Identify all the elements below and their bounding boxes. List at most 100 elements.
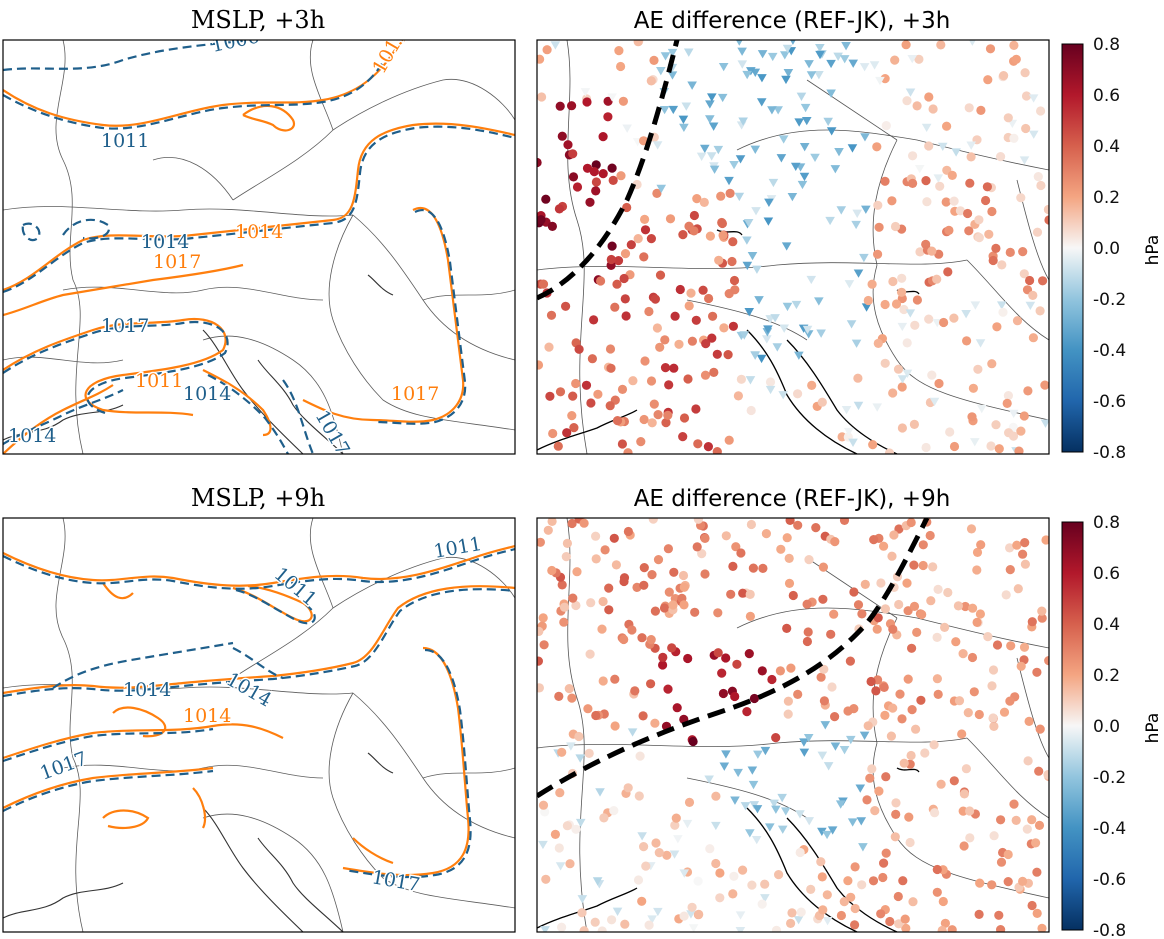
station-marker (888, 624, 898, 634)
station-marker (976, 105, 986, 115)
station-marker (686, 288, 696, 298)
station-marker (623, 783, 633, 793)
station-marker (644, 306, 654, 317)
station-marker (788, 590, 798, 601)
station-marker (640, 356, 650, 366)
station-marker (637, 633, 647, 643)
station-marker (881, 121, 891, 131)
station-marker (768, 178, 779, 188)
station-marker (606, 363, 616, 373)
colorbar-tick-label: 0.2 (1093, 188, 1120, 208)
station-marker (537, 157, 542, 168)
station-marker (783, 696, 793, 706)
station-marker (794, 351, 804, 360)
station-marker (895, 689, 905, 699)
station-marker (745, 376, 756, 385)
station-marker (664, 380, 674, 390)
station-marker (721, 750, 731, 759)
station-marker (945, 427, 955, 437)
station-marker (574, 344, 584, 354)
station-marker (651, 838, 661, 848)
station-marker (562, 821, 572, 831)
station-marker (732, 659, 742, 669)
station-marker (639, 414, 649, 425)
station-marker (769, 799, 779, 808)
station-marker (1043, 204, 1049, 215)
colorbar-tick-label: 0.4 (1093, 137, 1120, 157)
station-marker (1019, 411, 1029, 421)
station-marker (817, 827, 827, 837)
station-marker (598, 132, 608, 142)
station-marker (715, 893, 725, 903)
station-marker (1016, 661, 1026, 671)
station-marker (639, 580, 649, 590)
station-marker (1036, 180, 1046, 191)
station-marker (905, 88, 916, 97)
station-marker (770, 314, 780, 323)
station-marker (655, 270, 666, 280)
station-marker (757, 50, 768, 59)
station-marker (707, 333, 717, 343)
station-marker (949, 313, 959, 323)
station-marker (579, 926, 589, 932)
station-marker (658, 652, 668, 662)
station-marker (850, 903, 860, 914)
station-marker (742, 236, 752, 245)
station-marker (711, 858, 721, 869)
station-marker (765, 385, 776, 395)
station-marker (668, 105, 679, 115)
station-marker (846, 320, 857, 329)
station-marker (784, 578, 795, 588)
station-marker (814, 297, 824, 306)
station-marker (587, 354, 597, 364)
station-marker (562, 428, 572, 438)
station-marker (700, 533, 710, 543)
station-marker (1044, 215, 1049, 225)
station-marker (670, 311, 680, 321)
station-marker (561, 301, 571, 311)
station-marker (918, 560, 928, 571)
station-marker (881, 848, 891, 858)
station-marker (610, 302, 620, 312)
station-marker (733, 768, 743, 778)
station-marker (1027, 900, 1037, 911)
station-marker (836, 910, 846, 921)
station-marker (626, 240, 636, 250)
colorbar-tick-label: -0.4 (1093, 819, 1126, 839)
country-borders (3, 40, 515, 454)
station-marker (947, 925, 957, 932)
station-marker (743, 218, 754, 228)
station-marker (818, 594, 828, 604)
station-marker (802, 325, 813, 335)
station-marker (742, 70, 752, 80)
station-marker (540, 926, 550, 932)
station-marker (920, 748, 930, 758)
station-marker (650, 606, 660, 616)
station-marker (925, 530, 935, 541)
station-marker (719, 762, 730, 771)
station-marker (860, 133, 870, 142)
station-marker (539, 640, 549, 650)
station-marker (1037, 613, 1047, 623)
station-marker (1021, 123, 1031, 134)
station-marker (746, 405, 756, 416)
station-marker (586, 398, 596, 408)
station-marker (687, 81, 697, 90)
station-marker (700, 144, 710, 154)
station-marker (605, 344, 616, 354)
station-marker (737, 47, 747, 56)
station-marker (841, 42, 851, 51)
station-marker (1006, 641, 1016, 651)
station-marker (567, 693, 577, 703)
station-marker (890, 55, 900, 65)
station-marker (738, 117, 748, 126)
station-marker (689, 210, 699, 221)
station-marker (970, 301, 981, 310)
station-marker (692, 194, 702, 204)
station-marker (652, 323, 662, 333)
station-marker (873, 338, 883, 348)
station-marker (1032, 227, 1043, 237)
station-marker (897, 375, 908, 384)
station-marker (1037, 606, 1047, 616)
station-marker (750, 145, 761, 154)
